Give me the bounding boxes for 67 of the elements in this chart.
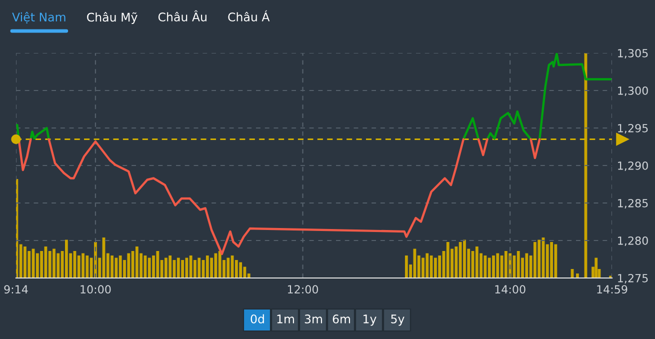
bar [181, 260, 184, 278]
bar [86, 256, 89, 278]
bar [550, 242, 553, 278]
text: 3m [304, 314, 322, 324]
bar [496, 253, 500, 278]
bar [148, 258, 151, 278]
bar [576, 274, 579, 278]
text: 0d [250, 314, 264, 324]
y-tick-label: 1,290 [618, 161, 648, 172]
bar [164, 258, 168, 278]
bar [114, 258, 118, 278]
bar [525, 253, 528, 278]
bar [594, 258, 598, 278]
text: 6m [332, 314, 350, 324]
text: Châu Á [228, 10, 270, 22]
bar [504, 251, 508, 278]
bar [82, 253, 84, 278]
bar [218, 251, 222, 278]
bar [538, 240, 541, 278]
bar [463, 240, 466, 278]
bar [434, 258, 437, 278]
text: Việt Nam [12, 12, 66, 24]
bar [426, 253, 429, 278]
y-tick-label: 1,280 [618, 236, 648, 246]
bar [156, 251, 160, 278]
x-tick-label: 14:59 [597, 285, 628, 294]
bar [430, 256, 433, 278]
bar [176, 258, 180, 278]
bar [135, 246, 138, 278]
bar [118, 256, 122, 278]
bar [446, 242, 450, 278]
text: Châu Mỹ [87, 12, 138, 24]
bar [226, 258, 230, 278]
y-tick-label: 1,295 [618, 124, 648, 134]
bar [239, 262, 242, 278]
y-tick-label: 1,275 [618, 274, 648, 284]
bar [475, 246, 478, 278]
y-tick-label: 1,285 [618, 198, 648, 209]
x-tick-label: 14:00 [495, 285, 526, 294]
x-tick-label: 12:00 [288, 285, 318, 294]
bar [458, 242, 462, 278]
bar [127, 253, 130, 278]
x-tick-label: 10:00 [80, 285, 111, 294]
text: 1y [364, 314, 376, 326]
bar [206, 256, 209, 278]
bar [516, 251, 520, 278]
bar [185, 258, 188, 278]
bar [52, 248, 56, 278]
bar [198, 258, 201, 278]
text: 1m [277, 314, 294, 324]
bar [168, 256, 172, 278]
bar [404, 256, 408, 278]
bar [534, 242, 536, 278]
x-tick-label: 9:14 [4, 285, 28, 294]
bar [64, 240, 68, 278]
text: Châu Âu [158, 10, 206, 22]
y-tick-label: 1,305 [618, 48, 648, 59]
bar [110, 256, 114, 278]
bar [554, 244, 558, 278]
bar [492, 256, 495, 278]
bar [189, 256, 192, 278]
bar [56, 253, 60, 278]
text: 5y [391, 314, 404, 326]
bar [488, 258, 491, 278]
y-tick-label: 1,300 [618, 86, 648, 96]
bar [24, 246, 26, 278]
bar [36, 253, 39, 278]
